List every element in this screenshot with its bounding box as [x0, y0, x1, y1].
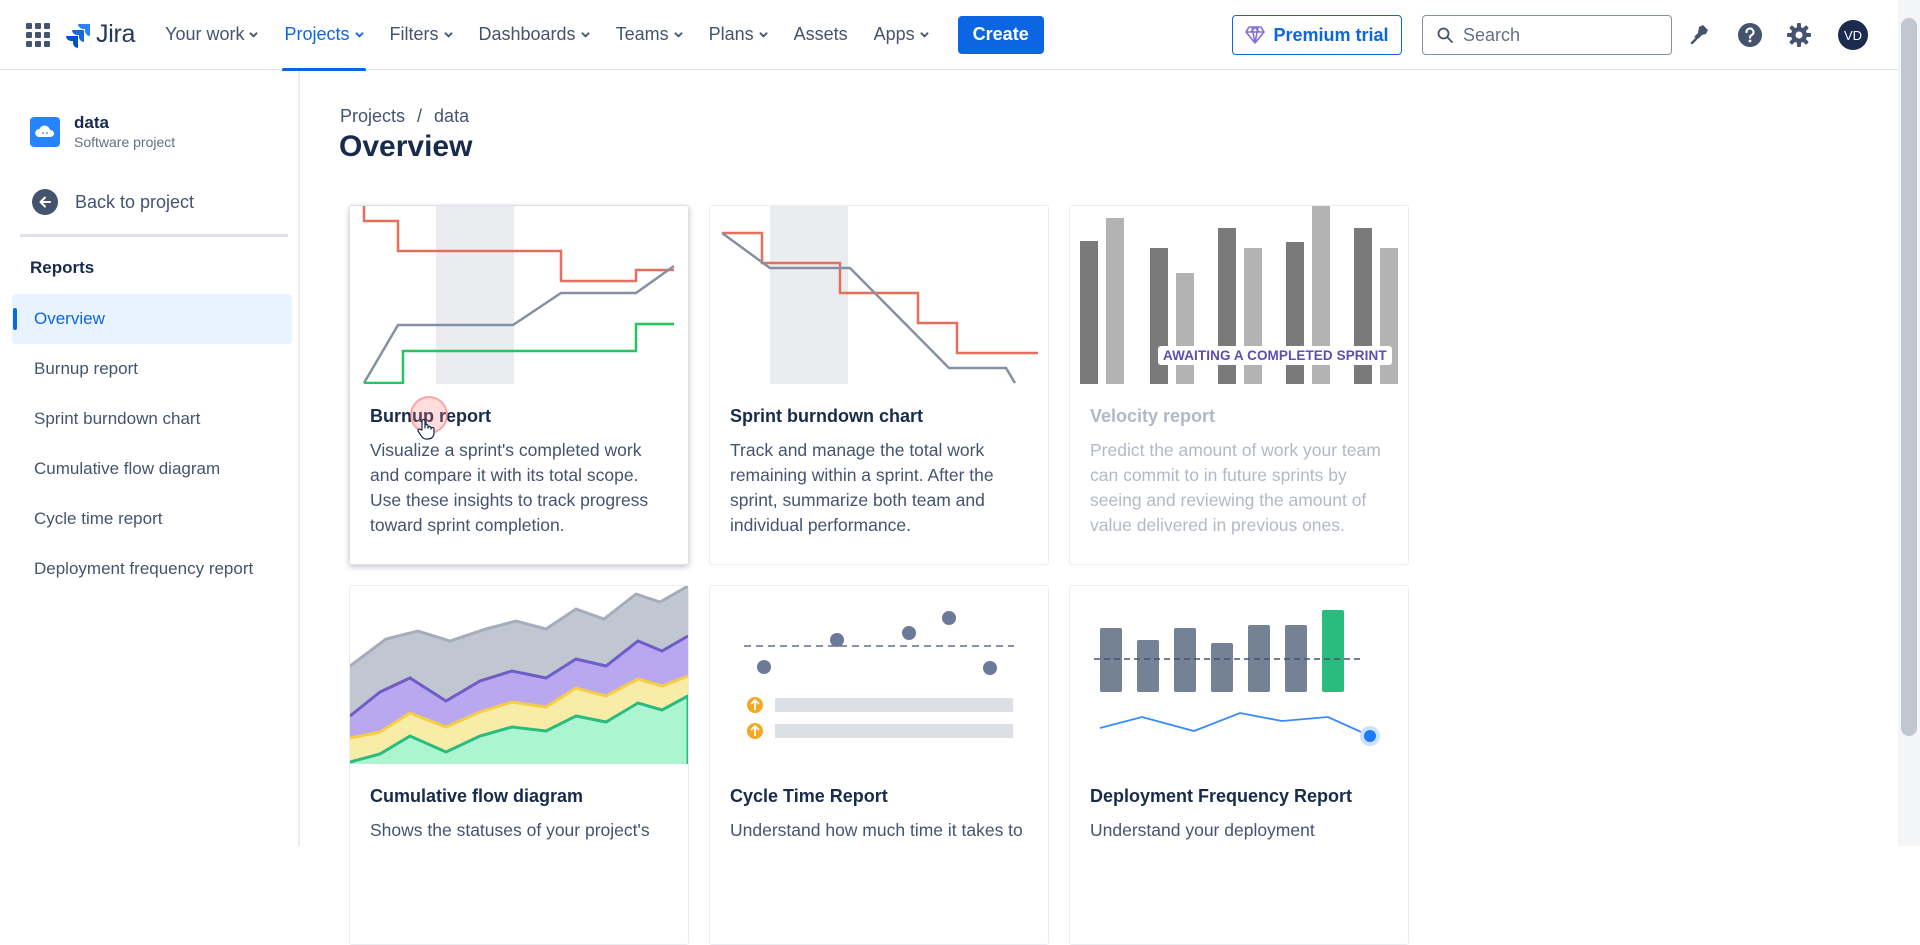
nav-label: Dashboards — [478, 24, 576, 44]
jira-logo-icon — [66, 23, 90, 48]
deployment-frequency-card[interactable]: Deployment Frequency Report Understand y… — [1069, 585, 1409, 945]
create-button[interactable]: Create — [957, 15, 1044, 54]
search-field[interactable] — [1422, 15, 1672, 55]
burnup-report-card[interactable]: Burnup report Visualize a sprint's compl… — [349, 205, 689, 565]
nav-filters[interactable]: Filters — [390, 0, 453, 70]
card-title: Cumulative flow diagram — [370, 786, 584, 806]
breadcrumb: Projects / data — [340, 106, 469, 127]
sidebar-item-deployment-frequency-report[interactable]: Deployment frequency report — [34, 559, 254, 578]
nav-projects[interactable]: Projects — [282, 0, 366, 71]
nav-label: Teams — [615, 24, 669, 44]
breadcrumb-data-link[interactable]: data — [434, 106, 470, 126]
chevron-down-icon — [580, 32, 590, 38]
nav-label: Assets — [793, 24, 848, 44]
user-avatar[interactable]: VD — [1838, 20, 1868, 50]
sidebar-item-cumulative-flow-diagram[interactable]: Cumulative flow diagram — [34, 459, 221, 478]
sidebar-item-overview[interactable]: Overview — [12, 294, 292, 344]
nav-assets[interactable]: Assets — [794, 0, 848, 70]
project-header[interactable]: data Software project — [30, 113, 175, 150]
chevron-down-icon — [758, 32, 768, 38]
chevron-down-icon — [249, 32, 259, 38]
card-title: Deployment Frequency Report — [1090, 786, 1353, 806]
card-title: Cycle Time Report — [730, 786, 888, 806]
velocity-report-card[interactable]: AWAITING A COMPLETED SPRINT Velocity rep… — [1069, 205, 1409, 565]
sidebar-item-sprint-burndown-chart[interactable]: Sprint burndown chart — [34, 409, 201, 428]
back-to-project-label: Back to project — [75, 191, 195, 212]
card-title: Burnup report — [370, 406, 491, 426]
deployment-frequency-illustration — [1070, 586, 1408, 764]
cumulative-flow-illustration — [350, 586, 688, 764]
project-type: Software project — [74, 134, 176, 150]
premium-trial-button[interactable]: Premium trial — [1232, 15, 1402, 55]
chevron-down-icon — [354, 32, 364, 38]
cycle-time-card[interactable]: Cycle Time Report Understand how much ti… — [709, 585, 1049, 945]
card-description: Predict the amount of work your team can… — [1090, 440, 1381, 535]
nav-label: Your work — [165, 24, 245, 44]
diamond-icon — [1245, 26, 1266, 44]
premium-trial-label: Premium trial — [1273, 24, 1389, 45]
awaiting-sprint-badge: AWAITING A COMPLETED SPRINT — [1158, 346, 1392, 365]
chevron-down-icon — [443, 32, 453, 38]
nav-label: Filters — [389, 24, 439, 44]
nav-label: Plans — [708, 24, 754, 44]
burnup-illustration — [350, 206, 688, 384]
nav-your-work[interactable]: Your work — [165, 0, 259, 70]
sprint-burndown-illustration — [710, 206, 1048, 384]
sidebar-section-reports: Reports — [30, 258, 95, 277]
arrow-left-icon — [32, 189, 58, 215]
card-description: Shows the statuses of your project's — [370, 820, 650, 840]
jira-logo[interactable]: Jira — [66, 20, 135, 49]
logo-text: Jira — [96, 20, 136, 48]
sidebar-divider — [20, 234, 288, 237]
sprint-burndown-card[interactable]: Sprint burndown chart Track and manage t… — [709, 205, 1049, 565]
page-title: Overview — [339, 130, 473, 163]
app-switcher-icon[interactable] — [26, 22, 50, 47]
card-description: Visualize a sprint's completed work and … — [370, 440, 649, 535]
project-name: data — [74, 113, 109, 132]
breadcrumb-projects-link[interactable]: Projects — [340, 106, 406, 126]
sidebar-item-burnup-report[interactable]: Burnup report — [34, 359, 138, 378]
reports-nav-list: Overview Burnup report Sprint burndown c… — [12, 294, 292, 594]
project-cloud-icon — [30, 116, 60, 147]
cycle-time-illustration — [710, 586, 1048, 764]
nav-dashboards[interactable]: Dashboards — [479, 0, 590, 70]
nav-label: Projects — [284, 24, 350, 44]
nav-label: Apps — [873, 24, 915, 44]
nav-apps[interactable]: Apps — [874, 0, 929, 70]
search-input[interactable] — [1463, 24, 1663, 46]
card-title: Sprint burndown chart — [730, 406, 923, 426]
cumulative-flow-card[interactable]: Cumulative flow diagram Shows the status… — [349, 585, 689, 945]
nav-plans[interactable]: Plans — [709, 0, 768, 70]
page-scrollbar-thumb[interactable] — [1901, 18, 1917, 736]
notifications-icon[interactable] — [1687, 22, 1713, 48]
card-description: Understand your deployment — [1090, 820, 1315, 840]
sidebar: data Software project Back to project Re… — [0, 71, 300, 846]
settings-icon[interactable] — [1786, 22, 1812, 48]
card-description: Understand how much time it takes to — [730, 820, 1023, 840]
nav-teams[interactable]: Teams — [616, 0, 683, 70]
search-icon — [1437, 27, 1453, 43]
chevron-down-icon — [673, 32, 683, 38]
help-icon[interactable] — [1737, 22, 1763, 48]
chevron-down-icon — [919, 32, 929, 38]
back-to-project-link[interactable]: Back to project — [32, 189, 194, 215]
breadcrumb-separator: / — [417, 106, 423, 126]
top-navigation: Jira Your work Projects Filters Dashboar… — [0, 0, 1898, 71]
card-title: Velocity report — [1090, 406, 1216, 426]
card-description: Track and manage the total work remainin… — [730, 440, 994, 535]
sidebar-item-cycle-time-report[interactable]: Cycle time report — [34, 509, 163, 528]
